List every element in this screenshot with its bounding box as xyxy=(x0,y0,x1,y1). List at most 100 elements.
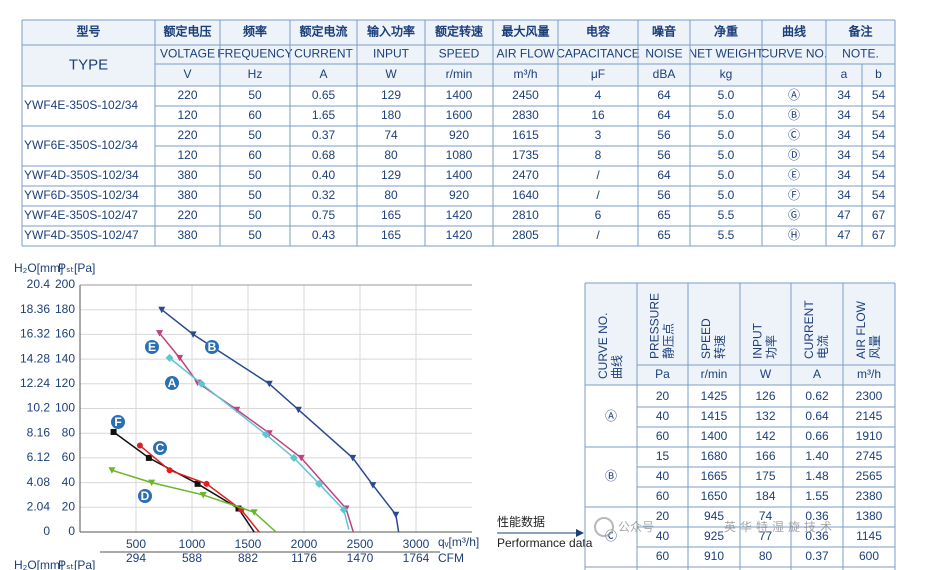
x2-tick-label: 1176 xyxy=(291,551,317,565)
y2-tick-label: 12.24 xyxy=(20,376,50,390)
perf-header: 静压点 xyxy=(662,323,676,359)
perf-header: SPEED xyxy=(699,318,713,359)
header-cn: 噪音 xyxy=(652,24,676,39)
perf-cell: 1145 xyxy=(856,529,882,543)
marker xyxy=(136,442,143,449)
marker xyxy=(176,354,184,362)
y2-tick-label: 14.28 xyxy=(20,351,50,365)
perf-header: CURRENT xyxy=(802,300,816,359)
header-cn: 最大风量 xyxy=(501,24,549,39)
perf-cell: 1650 xyxy=(701,489,728,503)
marker xyxy=(261,430,270,439)
marker xyxy=(199,491,207,499)
perf-curve: Ⓐ xyxy=(605,409,617,423)
header-en: CURVE NO. xyxy=(761,47,827,61)
perf-header: PRESSURE xyxy=(648,293,662,359)
table-cell: 1420 xyxy=(446,228,473,242)
table-cell: 54 xyxy=(872,108,886,122)
type-cell: YWF4D-350S-102/47 xyxy=(24,228,139,242)
table-cell: 2810 xyxy=(512,208,539,222)
x2-axis-title: CFM xyxy=(438,551,464,565)
table-cell: 4 xyxy=(595,88,602,102)
table-cell: 6 xyxy=(595,208,602,222)
table-cell: 380 xyxy=(177,188,197,202)
header-en: FREQUENCY xyxy=(217,47,292,61)
type-cell: YWF4D-350S-102/34 xyxy=(24,168,139,182)
perf-unit: A xyxy=(813,367,821,381)
marker xyxy=(194,480,201,487)
perf-header: INPUT xyxy=(751,322,765,359)
header-cn: 额定电压 xyxy=(163,24,211,39)
type-cell: YWF6D-350S-102/34 xyxy=(24,188,139,202)
perf-unit: r/min xyxy=(701,367,728,381)
table-cell: / xyxy=(596,188,600,202)
type-cell: YWF4E-350S-102/34 xyxy=(24,98,138,112)
marker xyxy=(315,479,324,488)
header-cn: 频率 xyxy=(243,24,267,39)
table-cell: 1640 xyxy=(512,188,539,202)
marker xyxy=(165,353,174,362)
watermark-name: 英华特湿旋技术 xyxy=(724,519,836,534)
header-en: NOTE. xyxy=(842,47,879,61)
table-cell: Ⓗ xyxy=(788,228,800,242)
perf-cell: 1.48 xyxy=(805,469,829,483)
perf-cell: 1680 xyxy=(701,449,728,463)
header-bg xyxy=(22,20,895,86)
table-cell: 64 xyxy=(657,168,671,182)
header-cn: 额定转速 xyxy=(435,24,483,39)
perf-unit: W xyxy=(760,367,772,381)
table-cell: 56 xyxy=(657,148,671,162)
perf-cell: 60 xyxy=(656,489,670,503)
perf-cell: 40 xyxy=(656,469,670,483)
table-cell: / xyxy=(596,168,600,182)
table-cell: 180 xyxy=(381,108,401,122)
header-cn: 电容 xyxy=(586,24,610,39)
table-cell: 1400 xyxy=(446,88,473,102)
perf-curve: Ⓒ xyxy=(605,529,617,543)
table-cell: 129 xyxy=(381,168,401,182)
marker xyxy=(166,467,173,474)
series-line xyxy=(158,332,354,533)
header-en: INPUT xyxy=(373,47,410,61)
table-cell: 54 xyxy=(872,188,886,202)
table-cell: 34 xyxy=(837,88,851,102)
y2-tick-label: 16.32 xyxy=(20,327,50,341)
table-cell: 5.0 xyxy=(718,188,735,202)
y-tick-label: 100 xyxy=(55,401,75,415)
table-cell: 2470 xyxy=(512,168,539,182)
header-unit: r/min xyxy=(446,67,473,81)
y-tick-label: 0 xyxy=(68,524,75,538)
marker xyxy=(297,454,305,462)
table-cell: 50 xyxy=(248,188,262,202)
table-cell: 5.0 xyxy=(718,128,735,142)
perf-cell: 142 xyxy=(755,429,775,443)
header-cn: 型号 xyxy=(76,24,100,39)
perf-unit: Pa xyxy=(655,367,670,381)
perf-cell: 0.36 xyxy=(805,529,829,543)
table-cell: 5.0 xyxy=(718,88,735,102)
perf-header: AIR FLOW xyxy=(854,300,868,359)
x2-tick-label: 588 xyxy=(182,551,202,565)
perf-cell: 132 xyxy=(755,409,775,423)
header-unit: kg xyxy=(720,67,733,81)
perf-header: 转速 xyxy=(712,335,727,359)
perf-cell: 2380 xyxy=(856,489,883,503)
perf-cell: 0.62 xyxy=(805,389,829,403)
curve-label: C xyxy=(156,441,165,455)
marker xyxy=(110,428,117,435)
axis-title: H₂O[mm] xyxy=(14,558,63,570)
curve-label-bg xyxy=(153,441,167,455)
header-cn: 额定电流 xyxy=(299,24,347,39)
table-cell: 50 xyxy=(248,128,262,142)
table-cell: 129 xyxy=(381,88,401,102)
table-cell: 65 xyxy=(657,228,671,242)
table-cell: Ⓓ xyxy=(788,148,800,162)
perf-curve: Ⓑ xyxy=(605,469,617,483)
table-cell: 0.32 xyxy=(312,188,336,202)
watermark-account: 公众号 xyxy=(618,520,654,534)
table-cell: 34 xyxy=(837,108,851,122)
header-en: CURRENT xyxy=(294,47,353,61)
type-cell: YWF4E-350S-102/47 xyxy=(24,208,138,222)
y-tick-label: 200 xyxy=(55,277,75,291)
